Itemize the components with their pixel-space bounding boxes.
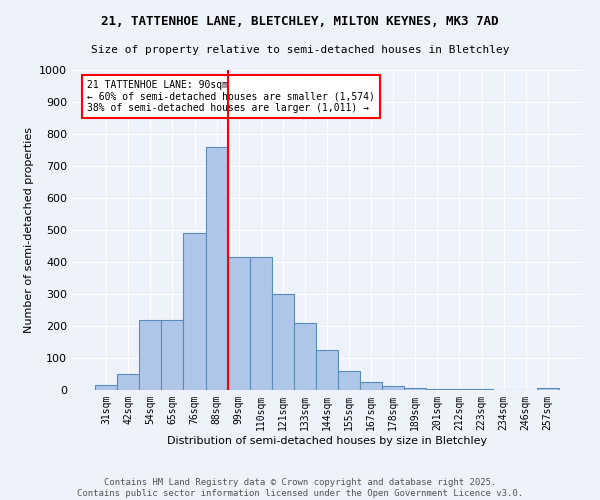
Bar bbox=[316, 350, 338, 390]
Text: Contains HM Land Registry data © Crown copyright and database right 2025.
Contai: Contains HM Land Registry data © Crown c… bbox=[77, 478, 523, 498]
Bar bbox=[139, 320, 161, 390]
Bar bbox=[338, 371, 360, 390]
Bar bbox=[117, 374, 139, 390]
Bar bbox=[404, 388, 427, 390]
Y-axis label: Number of semi-detached properties: Number of semi-detached properties bbox=[23, 127, 34, 333]
Bar bbox=[272, 294, 294, 390]
Bar bbox=[250, 257, 272, 390]
Bar bbox=[537, 388, 559, 390]
Bar bbox=[227, 257, 250, 390]
Text: 21, TATTENHOE LANE, BLETCHLEY, MILTON KEYNES, MK3 7AD: 21, TATTENHOE LANE, BLETCHLEY, MILTON KE… bbox=[101, 15, 499, 28]
Bar bbox=[184, 233, 206, 390]
Bar bbox=[95, 385, 117, 390]
Text: 21 TATTENHOE LANE: 90sqm
← 60% of semi-detached houses are smaller (1,574)
38% o: 21 TATTENHOE LANE: 90sqm ← 60% of semi-d… bbox=[88, 80, 375, 113]
Bar bbox=[427, 388, 448, 390]
Bar bbox=[206, 147, 227, 390]
Bar bbox=[161, 320, 184, 390]
Text: Size of property relative to semi-detached houses in Bletchley: Size of property relative to semi-detach… bbox=[91, 45, 509, 55]
Bar bbox=[360, 382, 382, 390]
Bar bbox=[294, 323, 316, 390]
Bar bbox=[382, 386, 404, 390]
X-axis label: Distribution of semi-detached houses by size in Bletchley: Distribution of semi-detached houses by … bbox=[167, 436, 487, 446]
